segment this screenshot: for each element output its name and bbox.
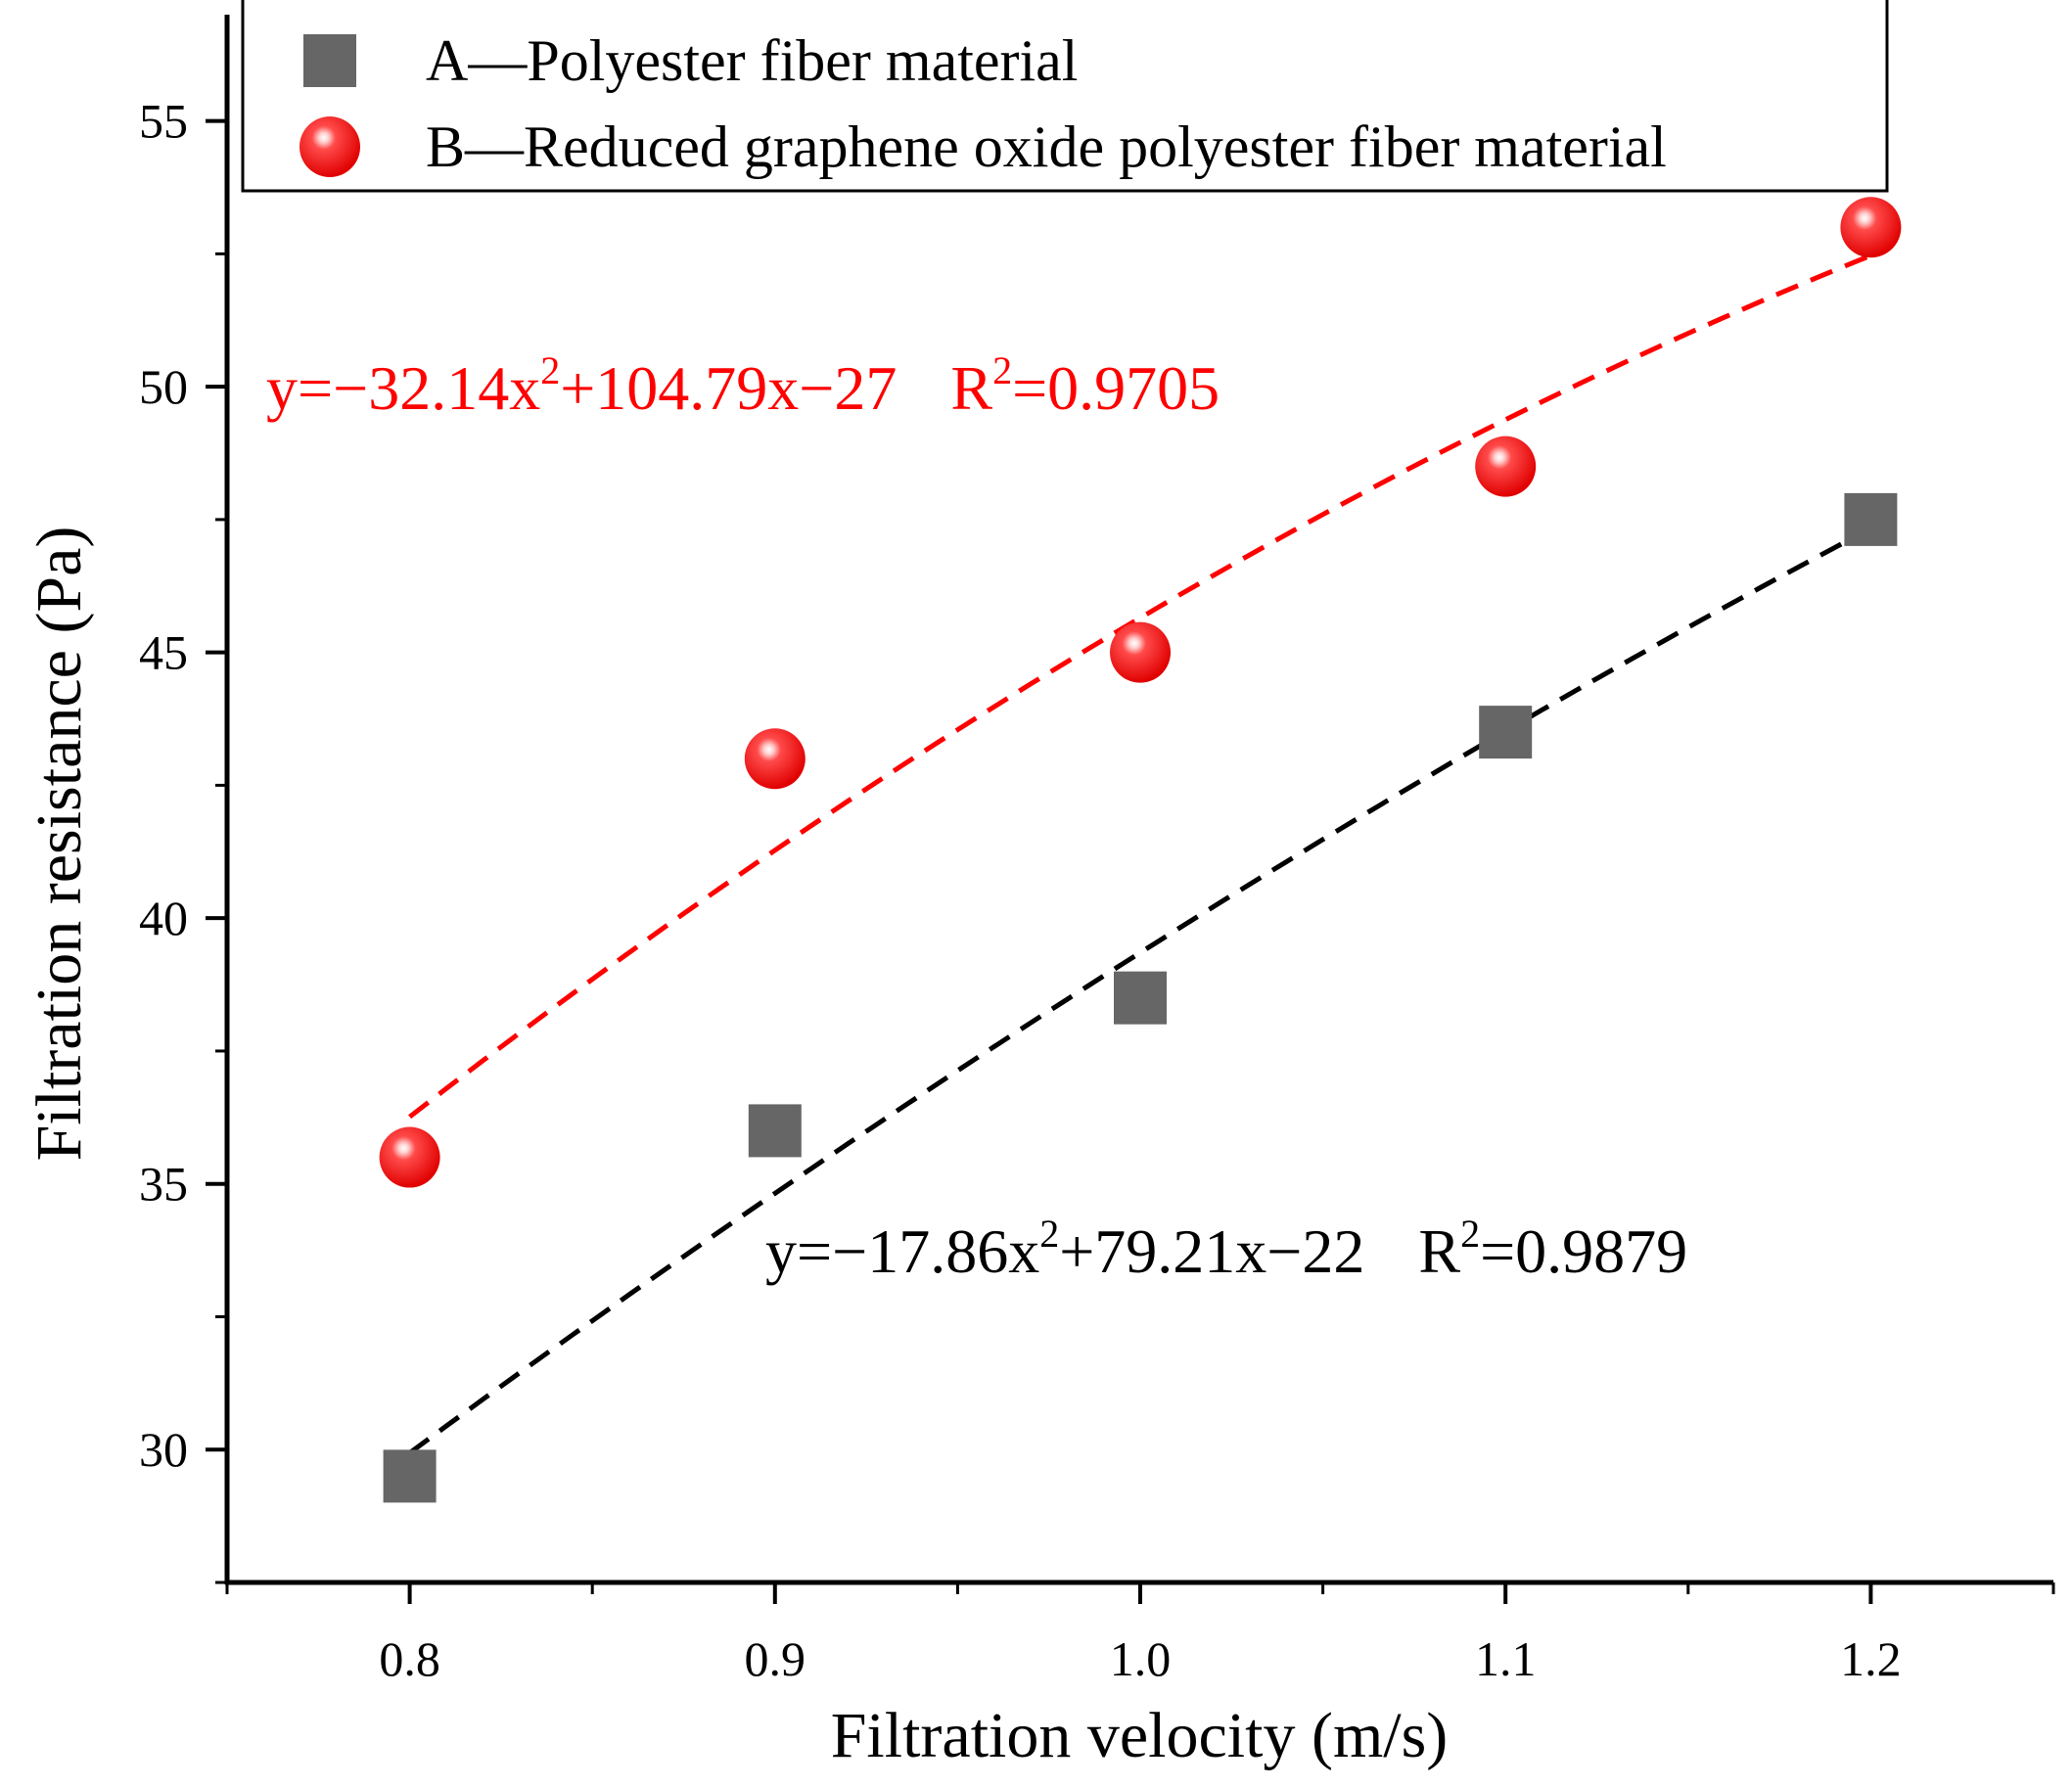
x-tick-label: 0.9 (745, 1631, 806, 1686)
data-point-series-b (1475, 435, 1537, 497)
axes (224, 15, 2053, 1585)
eq-main: y=−17.86x (765, 1216, 1039, 1286)
fit-curve-series-b (408, 252, 1872, 1120)
data-markers (379, 197, 1902, 1503)
eq-terms: +79.21x−22 (1059, 1216, 1364, 1286)
fit-equation-series-a: y=−17.86x2+79.21x−22 R2=0.9879 (765, 1212, 1687, 1286)
x-axis-title: Filtration velocity (m/s) (831, 1700, 1449, 1771)
data-point-series-a (748, 1104, 802, 1158)
legend-box (241, 0, 1889, 193)
y-tick-label: 50 (139, 359, 188, 414)
y-tick-label: 45 (139, 625, 188, 680)
data-point-series-b (744, 728, 806, 790)
fit-equations: y=−17.86x2+79.21x−22 R2=0.9879y=−32.14x2+… (266, 348, 1687, 1286)
y-tick-label: 30 (139, 1422, 188, 1477)
eq-r-exponent: 2 (992, 348, 1012, 392)
y-tick-label: 55 (139, 94, 188, 149)
eq-exponent: 2 (540, 348, 560, 392)
legend-marker-series-b (299, 116, 360, 177)
data-point-series-b (1840, 197, 1902, 258)
x-tick-label: 1.0 (1110, 1631, 1172, 1686)
data-point-series-a (1114, 971, 1167, 1025)
fit-curve-series-a (408, 526, 1872, 1455)
data-point-series-a (1479, 706, 1533, 759)
legend: A—Polyester fiber material B—Reduced grap… (241, 0, 1889, 193)
eq-r-label: R (1418, 1216, 1460, 1286)
data-point-series-a (1844, 492, 1898, 546)
data-point-series-a (383, 1449, 437, 1503)
eq-r-value: =0.9879 (1480, 1216, 1687, 1286)
x-tick-label: 1.2 (1840, 1631, 1902, 1686)
data-point-series-b (379, 1126, 440, 1188)
eq-terms: +104.79x−27 (560, 353, 897, 423)
eq-main: y=−32.14x (266, 353, 540, 423)
y-tick-label: 40 (139, 891, 188, 945)
legend-label-series-a: A—Polyester fiber material (426, 28, 1078, 93)
legend-marker-series-a (303, 34, 356, 87)
eq-r-exponent: 2 (1460, 1212, 1480, 1256)
eq-exponent: 2 (1039, 1212, 1059, 1256)
fit-equation-series-b: y=−32.14x2+104.79x−27 R2=0.9705 (266, 348, 1220, 423)
eq-r-value: =0.9705 (1012, 353, 1220, 423)
legend-label-series-b: B—Reduced graphene oxide polyester fiber… (426, 115, 1667, 179)
x-tick-label: 1.1 (1475, 1631, 1537, 1686)
y-axis-title: Filtration resistance (Pa) (23, 527, 95, 1162)
ticks: 0.8 0.9 1.0 1.1 1.2 30 35 40 45 50 55 (139, 94, 2055, 1686)
y-tick-label: 35 (139, 1157, 188, 1212)
x-tick-label: 0.8 (379, 1631, 440, 1686)
fit-curves (408, 252, 1872, 1455)
eq-r-label: R (950, 353, 992, 423)
data-point-series-b (1110, 621, 1171, 683)
